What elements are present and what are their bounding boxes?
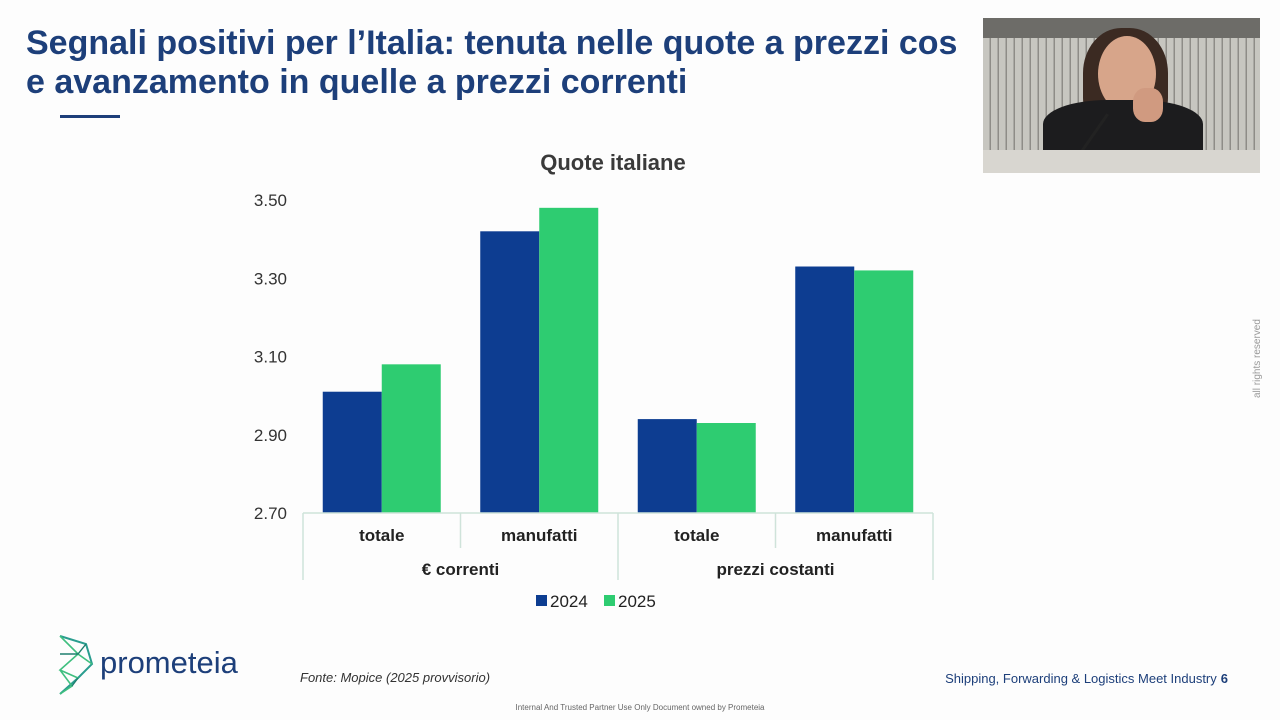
speaker-hand <box>1133 88 1163 122</box>
y-tick-label: 3.50 <box>254 191 287 210</box>
classification-note: Internal And Trusted Partner Use Only Do… <box>515 703 765 712</box>
category-label: manufatti <box>501 526 578 545</box>
prometeia-logo-icon <box>58 635 94 695</box>
slide-title-line1: Segnali positivi per l’Italia: tenuta ne… <box>26 24 958 62</box>
bar-2025-3 <box>854 270 914 513</box>
bar-2024-3 <box>795 266 855 513</box>
bar-2025-0 <box>381 364 441 513</box>
source-note: Fonte: Mopice (2025 provvisorio) <box>300 670 491 685</box>
slide-title: Segnali positivi per l’Italia: tenuta ne… <box>26 24 986 102</box>
legend-label: 2024 <box>550 592 588 611</box>
y-tick-label: 3.10 <box>254 348 287 367</box>
bar-2024-2 <box>637 419 697 513</box>
bar-2025-1 <box>539 207 599 513</box>
title-underline <box>60 115 120 118</box>
footer: Shipping, Forwarding & Logistics Meet In… <box>945 671 1228 686</box>
category-label: manufatti <box>816 526 893 545</box>
chart-title: Quote italiane <box>540 150 685 175</box>
category-label: totale <box>359 526 404 545</box>
brand-name: prometeia <box>100 645 238 680</box>
rights-note: all rights reserved <box>1252 319 1263 398</box>
page-number: 6 <box>1220 671 1228 686</box>
bar-2024-0 <box>322 391 382 513</box>
y-tick-label: 3.30 <box>254 269 287 288</box>
group-label: € correnti <box>422 560 499 579</box>
category-label: totale <box>674 526 719 545</box>
legend-swatch-2025 <box>604 595 615 606</box>
speaker-video-feed <box>983 18 1260 173</box>
bar-2025-2 <box>696 423 756 513</box>
legend-swatch-2024 <box>536 595 547 606</box>
y-tick-label: 2.70 <box>254 504 287 523</box>
group-label: prezzi costanti <box>716 560 834 579</box>
slide-title-line2: e avanzamento in quelle a prezzi corrent… <box>26 63 688 101</box>
y-tick-label: 2.90 <box>254 426 287 445</box>
video-desk <box>983 150 1260 173</box>
legend-label: 2025 <box>618 592 656 611</box>
bar-2024-1 <box>480 231 540 514</box>
footer-event: Shipping, Forwarding & Logistics Meet In… <box>945 671 1217 686</box>
